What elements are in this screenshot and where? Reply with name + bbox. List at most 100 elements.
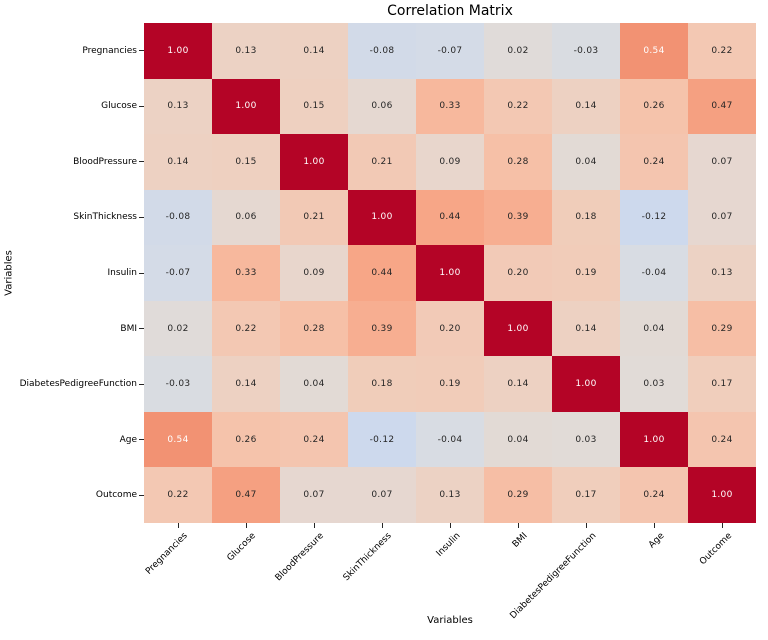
y-tick-label: Glucose: [101, 101, 137, 112]
heatmap-cell: 0.21: [280, 189, 348, 246]
heatmap-cell: 0.29: [688, 300, 756, 357]
x-tick-label: BloodPressure: [273, 531, 327, 584]
y-tick-label: BloodPressure: [73, 156, 137, 167]
heatmap-cell: 0.33: [212, 245, 280, 301]
heatmap-cell: -0.07: [144, 245, 212, 301]
y-tick-mark: [139, 105, 144, 107]
heatmap-cell: 0.18: [552, 189, 620, 246]
heatmap-cell: 0.06: [212, 189, 280, 246]
heatmap-cell: 0.24: [620, 467, 688, 523]
y-tick-mark: [139, 216, 144, 218]
heatmap-cell: -0.03: [552, 23, 620, 79]
y-tick-label: Insulin: [107, 268, 137, 278]
heatmap-grid: 1.00 0.13 0.14 -0.08 -0.07 0.02 -0.03 0.54 0.22 0…: [144, 23, 756, 523]
heatmap-cell: -0.07: [416, 23, 484, 79]
heatmap-cell: 0.04: [620, 300, 688, 357]
heatmap-cell: 0.15: [280, 78, 348, 135]
heatmap-cell: 0.24: [620, 134, 688, 190]
heatmap-cell: 0.13: [416, 467, 484, 523]
heatmap-cell: 1.00: [484, 300, 552, 357]
x-tick-mark: [177, 523, 179, 528]
x-tick-label: BMI: [511, 531, 531, 550]
heatmap-cell: 0.14: [552, 300, 620, 357]
heatmap-cell: 0.14: [144, 134, 212, 190]
heatmap-cell: 0.19: [552, 245, 620, 301]
x-tick-mark: [517, 523, 519, 528]
heatmap-cell: 0.04: [484, 411, 552, 468]
y-tick-mark: [139, 50, 144, 52]
heatmap-cell: 0.07: [280, 467, 348, 523]
chart-title: Correlation Matrix: [387, 3, 513, 19]
heatmap-cell: 0.07: [348, 467, 416, 523]
heatmap-cell: 1.00: [416, 245, 484, 301]
x-tick-label: Glucose: [225, 531, 259, 564]
heatmap-cell: 1.00: [212, 78, 280, 135]
heatmap-cell: 0.14: [484, 356, 552, 412]
heatmap-cell: 0.17: [688, 356, 756, 412]
heatmap-cell: 0.07: [688, 189, 756, 246]
heatmap-cell: 0.29: [484, 467, 552, 523]
heatmap-cell: 0.19: [416, 356, 484, 412]
x-tick-mark: [381, 523, 383, 528]
heatmap-cell: 0.39: [348, 300, 416, 357]
heatmap-cell: -0.04: [416, 411, 484, 468]
y-tick-mark: [139, 383, 144, 385]
x-tick-label: Age: [646, 531, 667, 551]
x-tick-label: Insulin: [434, 531, 463, 559]
x-tick-mark: [721, 523, 723, 528]
y-axis-label: Variables: [3, 250, 15, 296]
x-tick-label: Pregnancies: [144, 531, 191, 577]
heatmap-cell: 0.24: [688, 411, 756, 468]
heatmap-cell: 0.17: [552, 467, 620, 523]
y-tick-label: BMI: [120, 323, 137, 334]
heatmap-cell: 1.00: [620, 411, 688, 468]
heatmap-cell: -0.03: [144, 356, 212, 412]
y-tick-label: Outcome: [95, 490, 137, 501]
heatmap-cell: 0.06: [348, 78, 416, 135]
heatmap-cell: 1.00: [552, 356, 620, 412]
heatmap-cell: 0.22: [144, 467, 212, 523]
heatmap-cell: 0.13: [212, 23, 280, 79]
heatmap-cell: 0.54: [620, 23, 688, 79]
heatmap-cell: 0.15: [212, 134, 280, 190]
x-tick-label: SkinThickness: [342, 531, 395, 584]
heatmap-cell: 1.00: [348, 189, 416, 246]
heatmap-cell: 0.20: [416, 300, 484, 357]
heatmap-cell: -0.08: [144, 189, 212, 246]
heatmap-cell: 0.44: [348, 245, 416, 301]
y-tick-label: DiabetesPedigreeFunction: [19, 379, 137, 390]
heatmap-cell: 0.03: [620, 356, 688, 412]
y-tick-mark: [139, 328, 144, 330]
y-tick-label: Pregnancies: [82, 45, 137, 56]
heatmap-cell: 0.14: [552, 78, 620, 135]
heatmap-cell: 0.22: [688, 23, 756, 79]
heatmap-cell: 0.24: [280, 411, 348, 468]
x-tick-mark: [245, 523, 247, 528]
heatmap-cell: 0.28: [484, 134, 552, 190]
y-tick-label: SkinThickness: [73, 212, 137, 223]
heatmap-cell: 0.14: [280, 23, 348, 79]
heatmap-cell: 0.39: [484, 189, 552, 246]
heatmap-cell: 0.22: [484, 78, 552, 135]
heatmap-cell: 1.00: [280, 134, 348, 190]
y-tick-mark: [139, 161, 144, 163]
x-tick-mark: [449, 523, 451, 528]
heatmap-cell: 0.09: [416, 134, 484, 190]
x-tick-label: Outcome: [697, 531, 735, 568]
y-tick-label: Age: [119, 434, 137, 445]
heatmap-cell: 0.33: [416, 78, 484, 135]
heatmap-cell: 0.07: [688, 134, 756, 190]
heatmap-cell: 0.13: [144, 78, 212, 135]
heatmap-cell: 0.44: [416, 189, 484, 246]
x-tick-mark: [313, 523, 315, 528]
heatmap-cell: 0.21: [348, 134, 416, 190]
heatmap-cell: 0.04: [280, 356, 348, 412]
heatmap-cell: -0.12: [348, 411, 416, 468]
heatmap-cell: 0.02: [144, 300, 212, 357]
heatmap-cell: 1.00: [144, 23, 212, 79]
heatmap-cell: -0.12: [620, 189, 688, 246]
heatmap-cell: 0.18: [348, 356, 416, 412]
y-tick-mark: [139, 272, 144, 274]
x-tick-mark: [585, 523, 587, 528]
